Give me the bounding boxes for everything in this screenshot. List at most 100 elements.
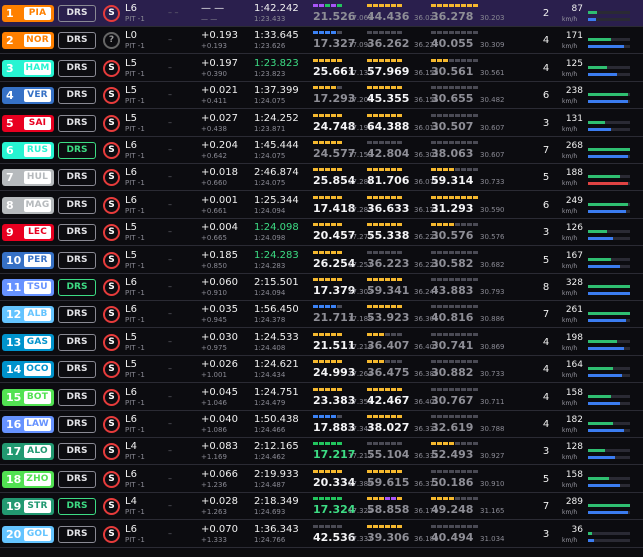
minisector-2: [437, 442, 442, 446]
sector-time: 36.278: [431, 10, 474, 23]
minisector-6: [397, 469, 402, 473]
driver-row-rus[interactable]: 6 RUS DRS S L6 PIT -1 – +0.204 +0.642 1:…: [0, 137, 643, 164]
position-number: 10: [6, 253, 22, 267]
driver-row-per[interactable]: 10 PER DRS S L5 PIT -1 – +0.185 +0.850 1…: [0, 247, 643, 274]
minisector-1: [431, 86, 436, 90]
best-lap-time: 1:24.094: [254, 206, 286, 215]
minisector-1: [313, 168, 318, 172]
pit-stops: 6: [542, 199, 550, 211]
driver-row-pia[interactable]: 1 PIA DRS S L6 PIT -1 – – — — — — 1:42.2…: [0, 0, 643, 27]
driver-row-alb[interactable]: 12 ALB DRS S L6 PIT -1 – +0.035 +0.945 1…: [0, 301, 643, 329]
position-badge: 1 PIA: [2, 5, 54, 22]
driver-row-sai[interactable]: 5 SAI DRS S L5 PIT -1 – +0.027 +0.438 1:…: [0, 110, 643, 137]
interval: +0.030: [201, 331, 239, 343]
extra-value: –: [168, 446, 172, 456]
position-number: 19: [6, 500, 22, 514]
driver-row-alo[interactable]: 17 ALO DRS S L4 PIT -1 – +0.083 +1.169 2…: [0, 438, 643, 466]
minisector-6: [461, 168, 466, 172]
sector-best: 30.733: [480, 178, 505, 187]
throttle-fill: [588, 65, 607, 69]
pit-stops: 5: [542, 172, 550, 184]
drs-indicator: DRS: [58, 87, 96, 105]
speed-unit: km/h: [562, 290, 578, 297]
brake-fill: [588, 401, 620, 405]
gap-to-leader: +0.665: [201, 234, 227, 243]
driver-row-mag[interactable]: 8 MAG DRS S L6 PIT -1 – +0.001 +0.661 1:…: [0, 192, 643, 219]
minisector-6: [461, 58, 466, 62]
speed-unit: km/h: [562, 344, 578, 352]
driver-row-str[interactable]: 19 STR DRS S L4 PIT -1 – +0.028 +1.263 2…: [0, 493, 643, 521]
sector-best: 30.733: [480, 370, 505, 379]
driver-row-bot[interactable]: 15 BOT DRS S L6 PIT -1 – +0.045 +1.046 1…: [0, 384, 643, 411]
driver-row-tsu[interactable]: 11 TSU DRS S L6 PIT -1 – +0.060 +0.910 2…: [0, 274, 643, 301]
position-badge: 3 HAM: [2, 59, 54, 77]
minisector-6: [397, 442, 402, 446]
best-lap-time: 1:23.626: [254, 42, 286, 51]
minisector-2: [437, 31, 442, 35]
minisector-7: [467, 250, 472, 254]
driver-row-oco[interactable]: 14 OCO DRS S L5 PIT -1 – +0.026 +1.001 1…: [0, 356, 643, 384]
drs-indicator: DRS: [58, 416, 96, 433]
minisector-3: [325, 469, 330, 473]
driver-row-lec[interactable]: 9 LEC DRS S L5 PIT -1 – +0.004 +0.665 1:…: [0, 219, 643, 247]
minisector-3: [443, 469, 448, 473]
minisector-3: [379, 168, 384, 172]
minisector-5: [391, 141, 396, 144]
minisector-3: [443, 360, 448, 364]
minisector-2: [373, 250, 378, 254]
sector-best: 31.034: [480, 534, 505, 543]
minisector-4: [385, 58, 390, 62]
driver-code: RUS: [24, 144, 51, 157]
minisector-2: [373, 442, 378, 446]
last-lap-time: 1:56.450: [254, 304, 299, 316]
driver-row-hul[interactable]: 7 HUL DRS S L6 PIT -1 – +0.018 +0.660 2:…: [0, 164, 643, 192]
throttle-fill: [588, 93, 628, 97]
minisector-2: [373, 168, 378, 172]
minisector-4: [331, 524, 336, 528]
extra-value: –: [168, 309, 172, 319]
minisector-6: [461, 86, 466, 90]
minisector-5: [391, 195, 396, 199]
sector-best: 36.122: [414, 205, 439, 214]
interval: +0.018: [201, 167, 239, 179]
driver-row-gas[interactable]: 13 GAS DRS S L5 PIT -1 – +0.030 +0.975 1…: [0, 329, 643, 356]
gap-to-leader: +0.945: [201, 316, 227, 325]
minisector-1: [367, 387, 372, 391]
driver-row-ver[interactable]: 4 VER DRS S L5 PIT -1 – +0.021 +0.411 1:…: [0, 82, 643, 110]
best-lap-time: 1:24.094: [254, 289, 286, 297]
driver-row-gol[interactable]: 20 GOL DRS S L6 PIT -1 – +0.070 +1.333 1…: [0, 521, 643, 548]
minisector-4: [331, 58, 336, 62]
position-badge: 7 HUL: [2, 169, 54, 187]
sector-time: 42.536: [313, 530, 356, 544]
lap-count: L6: [125, 523, 137, 535]
sector-best: 17.281: [348, 178, 373, 187]
minisector-3: [443, 223, 448, 227]
sector-best: 36.335: [414, 425, 439, 433]
speed-unit: km/h: [562, 317, 578, 325]
speed-value: 261: [565, 305, 583, 316]
speed-value: 328: [565, 278, 583, 288]
lap-count: L6: [125, 140, 137, 151]
minisector-4: [385, 415, 390, 418]
minisector-1: [367, 332, 372, 336]
brake-fill: [588, 264, 620, 268]
minisector-6: [461, 4, 466, 7]
brake-fill: [588, 45, 624, 49]
driver-row-zho[interactable]: 18 ZHO DRS S L6 PIT -1 – +0.066 +1.236 2…: [0, 466, 643, 493]
minisector-2: [437, 360, 442, 364]
minisector-1: [367, 278, 372, 281]
minisector-2: [373, 387, 378, 391]
minisector-4: [385, 195, 390, 199]
minisector-2: [437, 4, 442, 7]
minisector-2: [437, 86, 442, 90]
sector-time: 52.493: [431, 448, 474, 462]
driver-row-ham[interactable]: 3 HAM DRS S L5 PIT -1 – +0.197 +0.390 1:…: [0, 55, 643, 82]
driver-row-law[interactable]: 16 LAW DRS S L6 PIT -1 – +0.040 +1.086 1…: [0, 411, 643, 438]
sector-time: 24.577: [313, 147, 356, 160]
minisector-4: [449, 415, 454, 418]
minisector-6: [397, 86, 402, 90]
position-badge: 14 OCO: [2, 361, 54, 379]
minisector-8: [473, 360, 478, 364]
minisector-2: [373, 415, 378, 418]
driver-row-nor[interactable]: 2 NOR DRS ? L0 PIT -1 – +0.193 +0.193 1:…: [0, 27, 643, 55]
